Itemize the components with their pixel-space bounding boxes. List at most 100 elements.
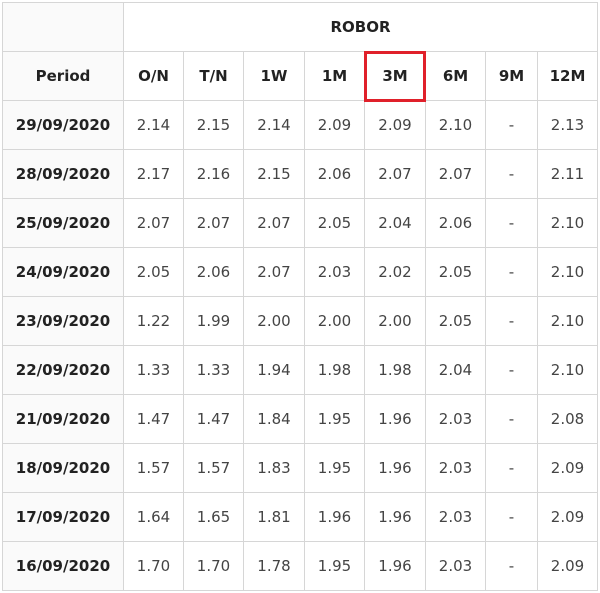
rate-cell: 2.05 (425, 247, 486, 297)
rate-cell: 1.96 (364, 443, 426, 493)
rate-cell: 2.15 (183, 100, 244, 150)
column-header-6m: 6M (425, 51, 486, 101)
period-cell: 21/09/2020 (2, 394, 124, 444)
column-header-label: 3M (382, 67, 408, 85)
period-cell: 25/09/2020 (2, 198, 124, 248)
column-header-3m: 3M (364, 51, 426, 102)
period-cell: 29/09/2020 (2, 100, 124, 150)
rate-cell: 1.98 (304, 345, 365, 395)
rate-cell: - (485, 296, 538, 346)
rate-cell: 2.07 (425, 149, 486, 199)
table-row: 21/09/2020 1.47 1.47 1.84 1.95 1.96 2.03-2.08 (2, 394, 598, 444)
rate-cell: 1.70 (183, 541, 244, 591)
rate-cell: 1.96 (364, 541, 426, 591)
period-cell: 18/09/2020 (2, 443, 124, 493)
rate-cell: - (485, 100, 538, 150)
rate-cell: 1.57 (183, 443, 244, 493)
rate-cell: - (485, 198, 538, 248)
rate-cell: 2.06 (183, 247, 244, 297)
rate-cell: - (485, 541, 538, 591)
rate-cell: 2.05 (425, 296, 486, 346)
rate-cell: 1.64 (123, 492, 184, 542)
rate-cell: 1.33 (183, 345, 244, 395)
period-cell: 23/09/2020 (2, 296, 124, 346)
rate-cell: 1.96 (364, 394, 426, 444)
column-header-9m: 9M (485, 51, 538, 101)
rate-cell: 1.81 (243, 492, 305, 542)
table-body: 29/09/2020 2.14 2.15 2.14 2.09 2.09 2.10-2.13 2… (2, 100, 598, 591)
table-row: 23/09/2020 1.22 1.99 2.00 2.00 2.00 2.05-2.10 (2, 296, 598, 346)
rate-cell: 2.08 (537, 394, 598, 444)
rate-cell: 2.13 (537, 100, 598, 150)
column-header-12m: 12M (537, 51, 598, 101)
rate-cell: 1.47 (123, 394, 184, 444)
table-row: 17/09/2020 1.64 1.65 1.81 1.96 1.96 2.03-2.09 (2, 492, 598, 542)
rate-cell: 2.11 (537, 149, 598, 199)
rate-cell: - (485, 443, 538, 493)
rate-cell: 2.06 (304, 149, 365, 199)
rate-cell: 2.00 (304, 296, 365, 346)
table-row: 18/09/2020 1.57 1.57 1.83 1.95 1.96 2.03-2.09 (2, 443, 598, 493)
rate-cell: 2.09 (304, 100, 365, 150)
rate-cell: 2.03 (425, 492, 486, 542)
column-header-1w: 1W (243, 51, 305, 101)
rate-cell: 2.15 (243, 149, 305, 199)
rate-cell: 2.04 (364, 198, 426, 248)
rate-cell: 1.22 (123, 296, 184, 346)
rate-cell: 2.07 (243, 198, 305, 248)
period-cell: 24/09/2020 (2, 247, 124, 297)
rate-cell: 2.03 (304, 247, 365, 297)
rate-cell: 2.10 (537, 345, 598, 395)
rate-cell: 2.06 (425, 198, 486, 248)
rate-cell: - (485, 149, 538, 199)
rate-cell: - (485, 345, 538, 395)
rate-cell: 1.96 (364, 492, 426, 542)
rate-cell: - (485, 394, 538, 444)
rate-cell: 2.03 (425, 443, 486, 493)
table-row: 22/09/2020 1.33 1.33 1.94 1.98 1.98 2.04-2.10 (2, 345, 598, 395)
rate-cell: 2.00 (243, 296, 305, 346)
rate-cell: 2.09 (537, 492, 598, 542)
rate-cell: - (485, 247, 538, 297)
rate-cell: 1.94 (243, 345, 305, 395)
rate-cell: 1.84 (243, 394, 305, 444)
rate-cell: 2.04 (425, 345, 486, 395)
rate-cell: 1.96 (304, 492, 365, 542)
column-header-1m: 1M (304, 51, 365, 101)
rate-cell: 1.65 (183, 492, 244, 542)
rate-cell: 1.70 (123, 541, 184, 591)
rate-cell: 2.10 (537, 247, 598, 297)
rate-cell: 1.33 (123, 345, 184, 395)
rate-cell: 2.03 (425, 394, 486, 444)
table-row: 24/09/2020 2.05 2.06 2.07 2.03 2.02 2.05-2.10 (2, 247, 598, 297)
rate-cell: 1.95 (304, 541, 365, 591)
rate-cell: 1.95 (304, 443, 365, 493)
rate-cell: 1.47 (183, 394, 244, 444)
rate-cell: 1.78 (243, 541, 305, 591)
rate-cell: 2.02 (364, 247, 426, 297)
rate-cell: 2.09 (537, 541, 598, 591)
rate-cell: 2.10 (425, 100, 486, 150)
robor-header: ROBOR (123, 2, 598, 52)
period-header: Period (2, 51, 124, 101)
rate-cell: 2.17 (123, 149, 184, 199)
rate-cell: 2.10 (537, 198, 598, 248)
rate-cell: - (485, 492, 538, 542)
period-cell: 17/09/2020 (2, 492, 124, 542)
rate-cell: 2.05 (123, 247, 184, 297)
rate-cell: 2.14 (123, 100, 184, 150)
column-header-on: O/N (123, 51, 184, 101)
table-row: 28/09/2020 2.17 2.16 2.15 2.06 2.07 2.07-2.11 (2, 149, 598, 199)
rate-cell: 2.16 (183, 149, 244, 199)
corner-cell (2, 2, 124, 52)
rate-cell: 2.07 (364, 149, 426, 199)
table-row: 16/09/2020 1.70 1.70 1.78 1.95 1.96 2.03-2.09 (2, 541, 598, 591)
table-row: 29/09/2020 2.14 2.15 2.14 2.09 2.09 2.10-2.13 (2, 100, 598, 150)
rate-cell: 1.98 (364, 345, 426, 395)
rate-cell: 1.95 (304, 394, 365, 444)
period-cell: 28/09/2020 (2, 149, 124, 199)
period-cell: 22/09/2020 (2, 345, 124, 395)
column-header-tn: T/N (183, 51, 244, 101)
rate-cell: 2.14 (243, 100, 305, 150)
rate-cell: 1.57 (123, 443, 184, 493)
